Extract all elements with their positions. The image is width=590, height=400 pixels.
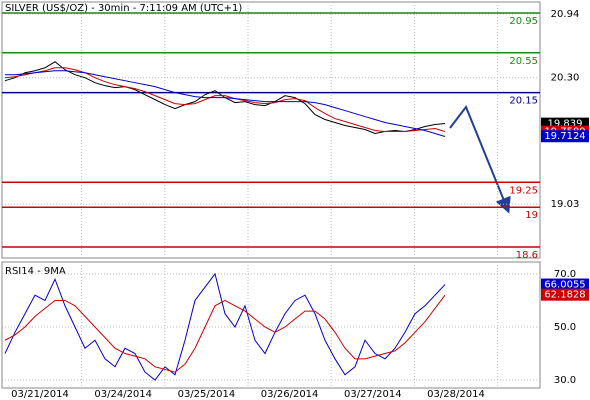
x-tick-label: 03/27/2014 bbox=[344, 389, 402, 400]
price-panel bbox=[1, 1, 541, 259]
price-tag bbox=[541, 288, 589, 301]
series-line bbox=[5, 70, 446, 137]
level-label: 19.25 bbox=[509, 185, 538, 196]
rsi-panel bbox=[1, 261, 541, 389]
y-tick-label: 19.03 bbox=[551, 199, 580, 210]
level-label: 20.95 bbox=[509, 16, 538, 27]
y-tick-label: 20.94 bbox=[551, 9, 580, 20]
y-tick-label: 20.30 bbox=[551, 73, 580, 84]
x-tick-label: 03/25/2014 bbox=[178, 389, 236, 400]
y-tick-label: 50.0 bbox=[554, 322, 576, 333]
y-tick-label: 30.0 bbox=[554, 375, 576, 386]
rsi-title: RSI14 - 9MA bbox=[5, 266, 66, 277]
price-tag bbox=[541, 278, 589, 291]
price-tag bbox=[541, 130, 589, 143]
chart-title: SILVER (US$/OZ) - 30min - 7:11:09 AM (UT… bbox=[5, 3, 242, 14]
price-tag-label: 19.839 bbox=[548, 119, 583, 130]
price-tag-label: 19.7124 bbox=[544, 131, 585, 142]
y-tick-label: 70.0 bbox=[554, 269, 576, 280]
price-tag-label: 66.0055 bbox=[544, 280, 585, 291]
x-tick-label: 03/24/2014 bbox=[94, 389, 152, 400]
x-tick-label: 03/28/2014 bbox=[427, 389, 485, 400]
level-label: 18.6 bbox=[516, 250, 538, 261]
series-line bbox=[4, 272, 446, 381]
price-tag-label: 62.1828 bbox=[544, 290, 585, 301]
series-line bbox=[4, 294, 446, 373]
x-tick-label: 03/26/2014 bbox=[261, 389, 319, 400]
x-tick-label: 03/21/2014 bbox=[11, 389, 69, 400]
level-label: 20.15 bbox=[509, 96, 538, 107]
series-line bbox=[4, 67, 446, 132]
level-label: 20.55 bbox=[509, 56, 538, 67]
level-label: 19 bbox=[525, 210, 538, 221]
forecast-arrow bbox=[449, 104, 511, 214]
